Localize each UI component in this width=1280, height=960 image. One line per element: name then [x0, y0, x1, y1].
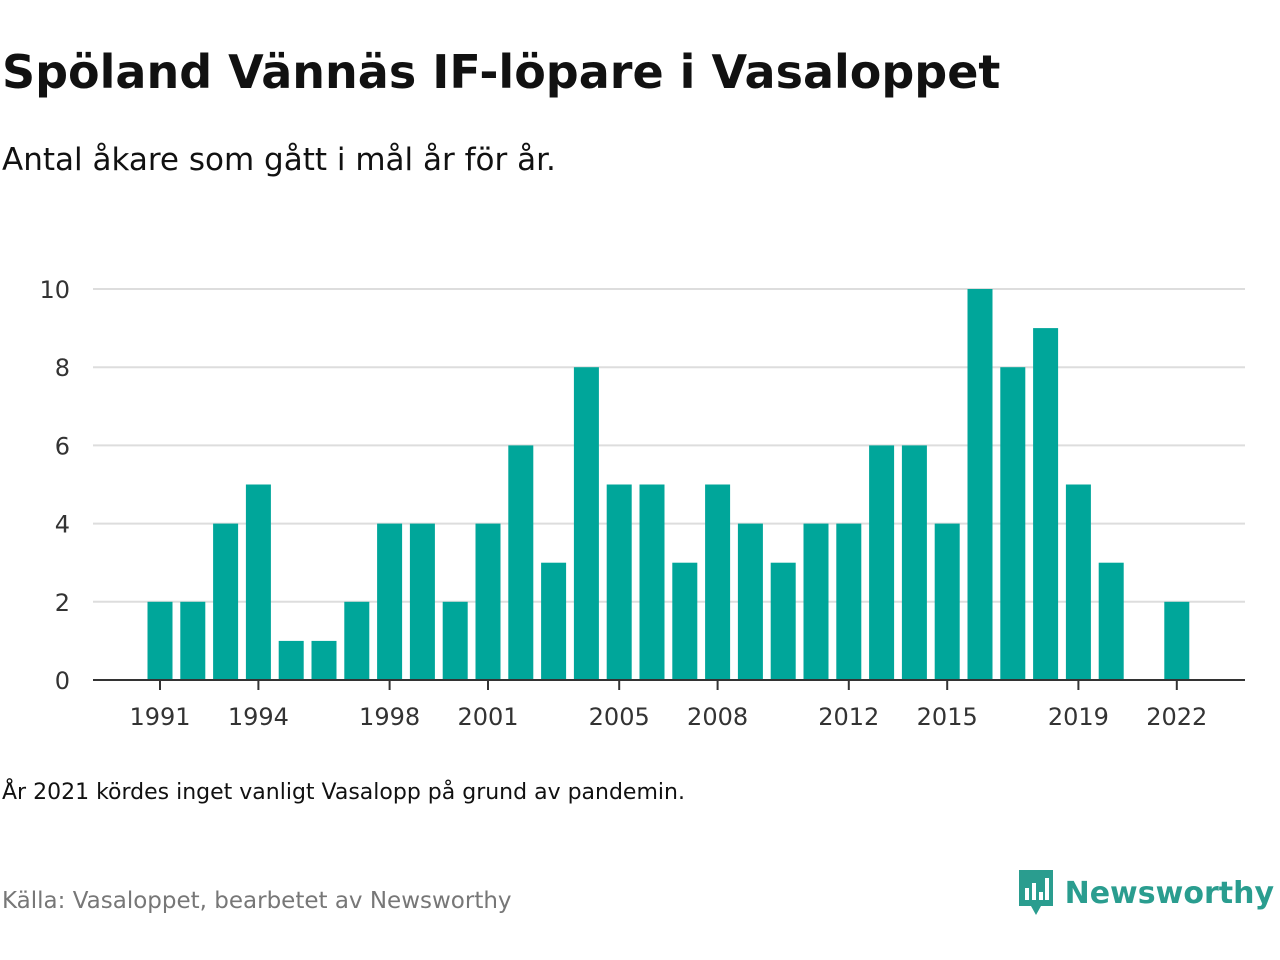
bar — [442, 601, 468, 680]
bar — [606, 484, 632, 680]
bar — [377, 523, 403, 680]
bar — [1033, 328, 1059, 680]
x-tick-label: 2008 — [687, 703, 748, 731]
x-tick-label: 2005 — [589, 703, 650, 731]
bar — [967, 289, 993, 680]
bar — [639, 484, 665, 680]
footnote: År 2021 kördes inget vanligt Vasalopp på… — [2, 780, 685, 805]
bar-chart: 0 2 4 6 8 10 1991 1994 1998 2001 2005 2008 2012 2015… — [39, 276, 1245, 731]
bar — [1000, 367, 1026, 680]
bar — [1164, 601, 1190, 680]
x-tick-label: 2012 — [818, 703, 879, 731]
bar — [180, 601, 206, 680]
bar — [147, 601, 173, 680]
x-tick-label: 2015 — [917, 703, 978, 731]
bar — [803, 523, 829, 680]
x-tick-label: 1998 — [359, 703, 420, 731]
bar — [869, 445, 895, 680]
y-tick-label: 2 — [55, 589, 70, 617]
bar — [1098, 562, 1124, 680]
bar — [737, 523, 763, 680]
y-tick-label: 8 — [55, 354, 70, 382]
bar — [213, 523, 239, 680]
bar — [1065, 484, 1091, 680]
brand-name: Newsworthy — [1064, 875, 1274, 911]
chart-subtitle: Antal åkare som gått i mål år för år. — [2, 142, 556, 178]
source-text: Källa: Vasaloppet, bearbetet av Newswort… — [2, 888, 512, 914]
x-axis: 1991 1994 1998 2001 2005 2008 2012 2015 2019 2022 — [93, 679, 1245, 731]
x-tick-label: 2022 — [1146, 703, 1207, 731]
bar — [705, 484, 731, 680]
bars — [147, 289, 1190, 680]
bar — [311, 640, 337, 680]
x-tick-label: 1991 — [129, 703, 190, 731]
bar — [475, 523, 501, 680]
bar — [409, 523, 435, 680]
bar — [836, 523, 862, 680]
bar — [573, 367, 599, 680]
x-tick-label: 2001 — [457, 703, 518, 731]
bar — [901, 445, 927, 680]
bar — [278, 640, 304, 680]
bar — [770, 562, 796, 680]
bar — [541, 562, 567, 680]
bar — [672, 562, 698, 680]
y-axis-labels: 0 2 4 6 8 10 — [39, 276, 70, 695]
bar — [508, 445, 534, 680]
bar — [245, 484, 271, 680]
bar — [934, 523, 960, 680]
y-tick-label: 4 — [55, 511, 70, 539]
x-tick-label: 2019 — [1048, 703, 1109, 731]
y-tick-label: 0 — [55, 667, 70, 695]
y-tick-label: 6 — [55, 432, 70, 460]
bar — [344, 601, 370, 680]
chart-title: Spöland Vännäs IF-löpare i Vasaloppet — [2, 45, 1001, 99]
newsworthy-logo-icon — [1018, 870, 1053, 915]
y-tick-label: 10 — [39, 276, 70, 304]
brand-logo: Newsworthy — [1017, 868, 1274, 918]
x-tick-label: 1994 — [228, 703, 289, 731]
